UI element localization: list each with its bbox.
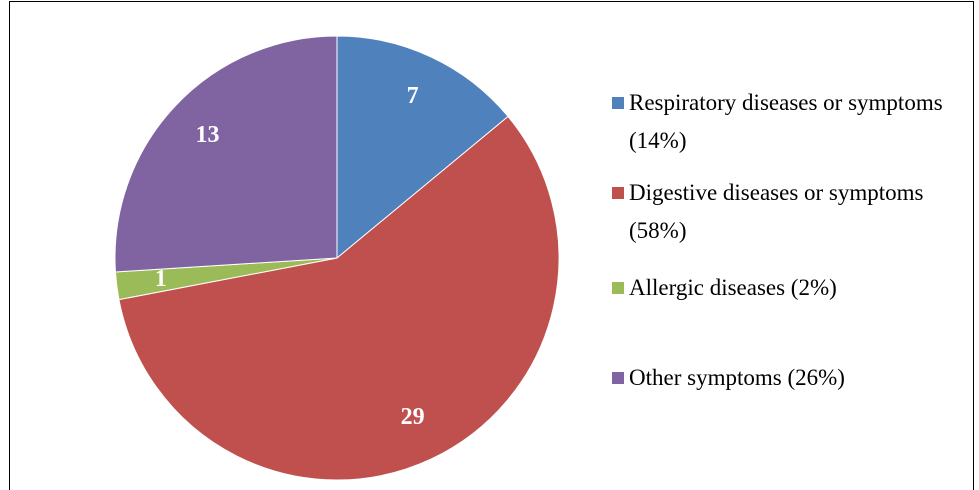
legend-swatch: [612, 187, 624, 199]
slice-label: 13: [196, 122, 220, 148]
legend-label: Digestive diseases or symptoms (58%): [629, 180, 924, 243]
pie-slice: [118, 115, 560, 481]
slice-label: 1: [155, 266, 167, 292]
slice-label: 29: [401, 404, 425, 430]
slice-label: 7: [407, 83, 419, 109]
legend-label: Allergic diseases (2%): [629, 275, 837, 300]
legend-item: Digestive diseases or symptoms (58%): [612, 174, 959, 250]
chart-frame: [9, 1, 974, 490]
legend-item: Other symptoms (26%): [612, 359, 959, 397]
legend-swatch: [612, 282, 624, 294]
legend-item: Respiratory diseases or symptoms (14%): [612, 84, 959, 160]
legend-swatch: [612, 97, 624, 109]
legend-label: Other symptoms (26%): [629, 365, 845, 390]
legend-swatch: [612, 372, 624, 384]
pie-slice: [114, 35, 338, 273]
pie-slice: [336, 35, 509, 260]
legend-label: Respiratory diseases or symptoms (14%): [629, 90, 943, 153]
legend-item: Allergic diseases (2%): [612, 269, 959, 307]
